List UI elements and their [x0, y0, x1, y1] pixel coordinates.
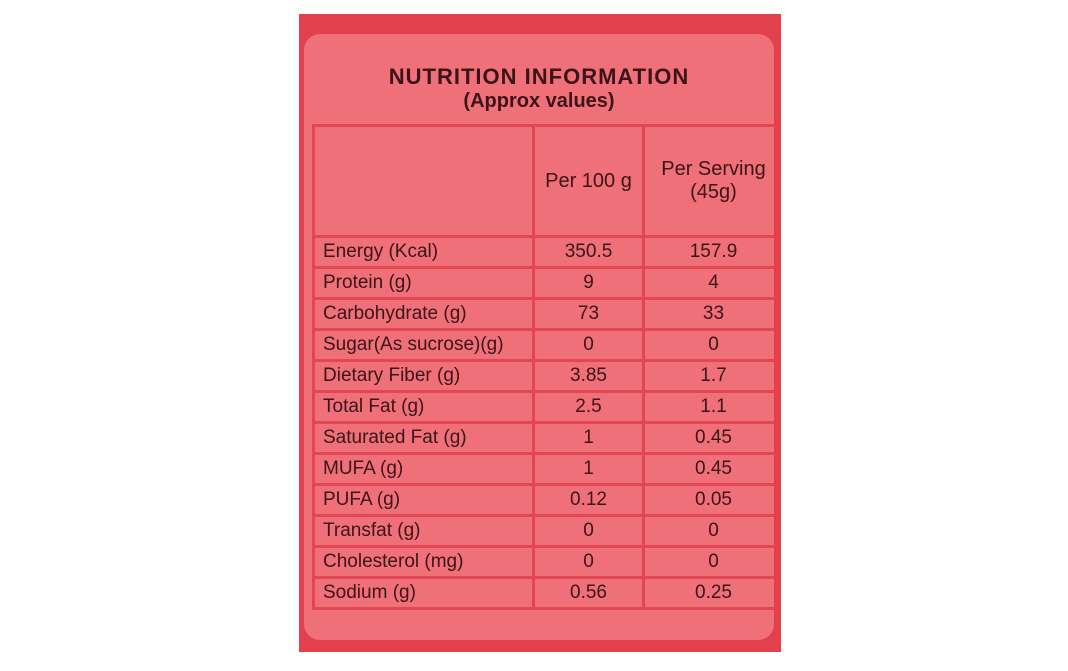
table-row: Cholesterol (mg) 0 0 [312, 545, 774, 579]
title: NUTRITION INFORMATION [388, 64, 690, 89]
nutrient-name: Transfat (g) [312, 514, 535, 548]
nutrient-value: 0.05 [642, 483, 774, 517]
nutrient-name: PUFA (g) [312, 483, 535, 517]
column-header: Per 100 g [545, 169, 632, 192]
header-cell: Per 100 g [532, 124, 645, 238]
nutrient-value: 0 [642, 514, 774, 548]
nutrient-value: 157.9 [642, 235, 774, 269]
nutrient-name: MUFA (g) [312, 452, 535, 486]
nutrient-value: 1 [532, 421, 645, 455]
header-row: Per 100 g Per Serving (45g) [312, 124, 774, 238]
nutrient-name: Saturated Fat (g) [312, 421, 535, 455]
nutrient-value: 0.25 [642, 576, 774, 610]
nutrient-value: 73 [532, 297, 645, 331]
nutrient-value: 0.12 [532, 483, 645, 517]
nutrient-value: 0 [642, 328, 774, 362]
table-row: Sugar(As sucrose)(g) 0 0 [312, 328, 774, 362]
nutrient-value: 0 [532, 328, 645, 362]
nutrient-name: Carbohydrate (g) [312, 297, 535, 331]
table-row: Total Fat (g) 2.5 1.1 [312, 390, 774, 424]
nutrient-value: 0.45 [642, 452, 774, 486]
nutrient-value: 3.85 [532, 359, 645, 393]
table-row: Transfat (g) 0 0 [312, 514, 774, 548]
nutrient-value: 0 [642, 545, 774, 579]
table-row: Dietary Fiber (g) 3.85 1.7 [312, 359, 774, 393]
table-row: PUFA (g) 0.12 0.05 [312, 483, 774, 517]
nutrient-value: 9 [532, 266, 645, 300]
nutrition-table: Per 100 g Per Serving (45g) Energy (Kcal) 3… [312, 124, 774, 610]
nutrient-name: Energy (Kcal) [312, 235, 535, 269]
table-row: Saturated Fat (g) 1 0.45 [312, 421, 774, 455]
nutrient-name: Cholesterol (mg) [312, 545, 535, 579]
nutrient-value: 0.56 [532, 576, 645, 610]
table-row: Protein (g) 9 4 [312, 266, 774, 300]
nutrient-name: Protein (g) [312, 266, 535, 300]
nutrient-value: 1.1 [642, 390, 774, 424]
nutrient-name: Total Fat (g) [312, 390, 535, 424]
header-cell: Per Serving (45g) [642, 124, 774, 238]
nutrient-value: 0.45 [642, 421, 774, 455]
column-header: Per Serving (45g) [661, 158, 766, 203]
table-row: Energy (Kcal) 350.5 157.9 [312, 235, 774, 269]
nutrient-name: Sodium (g) [312, 576, 535, 610]
table-row: Carbohydrate (g) 73 33 [312, 297, 774, 331]
subtitle: (Approx values) [463, 90, 615, 112]
label-border: NUTRITION INFORMATION (Approx values) Pe… [299, 14, 781, 652]
table-row: MUFA (g) 1 0.45 [312, 452, 774, 486]
nutrient-value: 1 [532, 452, 645, 486]
nutrient-value: 4 [642, 266, 774, 300]
nutrient-value: 1.7 [642, 359, 774, 393]
nutrient-value: 0 [532, 514, 645, 548]
table-body: Per 100 g Per Serving (45g) Energy (Kcal) 3… [312, 124, 774, 610]
nutrient-name: Dietary Fiber (g) [312, 359, 535, 393]
nutrient-value: 2.5 [532, 390, 645, 424]
nutrient-value: 0 [532, 545, 645, 579]
nutrient-value: 350.5 [532, 235, 645, 269]
nutrient-name: Sugar(As sucrose)(g) [312, 328, 535, 362]
header-cell [312, 124, 535, 238]
table-row: Sodium (g) 0.56 0.25 [312, 576, 774, 610]
label-panel: NUTRITION INFORMATION (Approx values) Pe… [304, 34, 774, 640]
nutrient-value: 33 [642, 297, 774, 331]
